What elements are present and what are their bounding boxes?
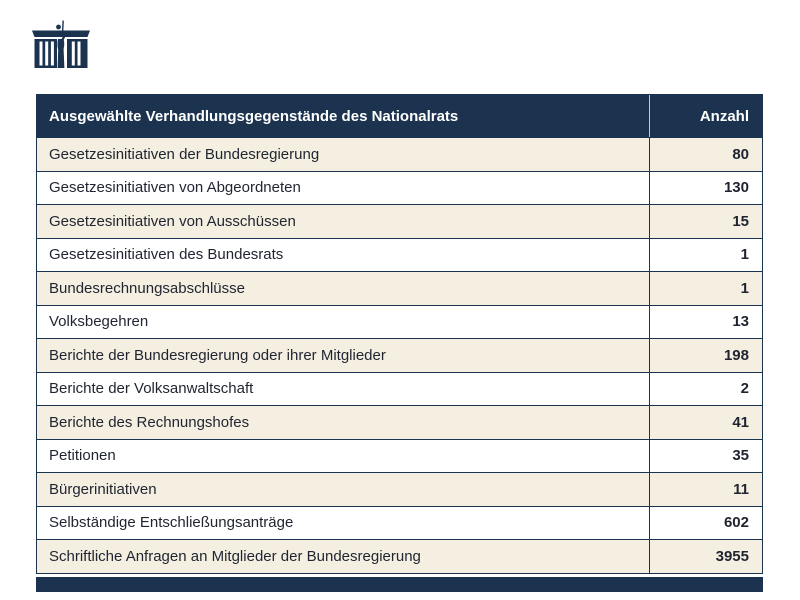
row-label: Gesetzesinitiativen der Bundesregierung	[37, 138, 650, 171]
row-label: Volksbegehren	[37, 305, 650, 338]
row-value: 13	[732, 313, 749, 331]
row-value: 1	[740, 279, 749, 297]
table-row: Berichte der Bundesregierung oder ihrer …	[37, 338, 762, 372]
parliament-logo-icon	[32, 20, 90, 72]
row-label: Schriftliche Anfragen an Mitglieder der …	[37, 540, 650, 573]
table-body: Gesetzesinitiativen der Bundesregierung 8…	[37, 137, 762, 573]
table-row: Berichte der Volksanwaltschaft 2	[37, 371, 762, 405]
row-value: 15	[732, 212, 749, 230]
footer-bar	[36, 577, 763, 592]
row-value: 3955	[715, 547, 749, 565]
row-label: Gesetzesinitiativen von Ausschüssen	[37, 205, 650, 238]
row-value: 11	[733, 480, 749, 498]
row-label: Berichte der Bundesregierung oder ihrer …	[37, 339, 650, 372]
row-label: Berichte der Volksanwaltschaft	[37, 372, 650, 405]
row-label: Gesetzesinitiativen des Bundesrats	[37, 238, 650, 271]
header-anzahl-cell: Anzahl	[699, 107, 749, 125]
row-label: Gesetzesinitiativen von Abgeordneten	[37, 171, 650, 204]
table-row: Bürgerinitiativen 11	[37, 472, 762, 506]
row-label: Petitionen	[37, 439, 650, 472]
row-label: Selbständige Entschließungsanträge	[37, 506, 650, 539]
table-row: Selbständige Entschließungsanträge 602	[37, 505, 762, 539]
row-value: 80	[732, 145, 749, 163]
row-label: Bundesrechnungsabschlüsse	[37, 272, 650, 305]
table-header-row: Ausgewählte Verhandlungsgegenstände des …	[37, 95, 762, 137]
row-value: 602	[723, 514, 749, 532]
table-row: Bundesrechnungsabschlüsse 1	[37, 271, 762, 305]
table-row: Gesetzesinitiativen von Abgeordneten 130	[37, 170, 762, 204]
row-value: 35	[732, 447, 749, 465]
row-label: Bürgerinitiativen	[37, 473, 650, 506]
row-label: Berichte des Rechnungshofes	[37, 406, 650, 439]
stats-table: Ausgewählte Verhandlungsgegenstände des …	[36, 94, 763, 574]
row-value: 41	[732, 413, 749, 431]
row-value: 198	[723, 346, 749, 364]
table-row: Schriftliche Anfragen an Mitglieder der …	[37, 539, 762, 573]
table-row: Petitionen 35	[37, 438, 762, 472]
header-title-cell: Ausgewählte Verhandlungsgegenstände des …	[37, 95, 650, 137]
table-row: Berichte des Rechnungshofes 41	[37, 405, 762, 439]
table-row: Gesetzesinitiativen von Ausschüssen 15	[37, 204, 762, 238]
table-row: Gesetzesinitiativen des Bundesrats 1	[37, 237, 762, 271]
row-value: 2	[740, 380, 749, 398]
row-value: 1	[740, 246, 749, 264]
row-value: 130	[723, 179, 749, 197]
table-row: Gesetzesinitiativen der Bundesregierung 8…	[37, 137, 762, 171]
table-row: Volksbegehren 13	[37, 304, 762, 338]
